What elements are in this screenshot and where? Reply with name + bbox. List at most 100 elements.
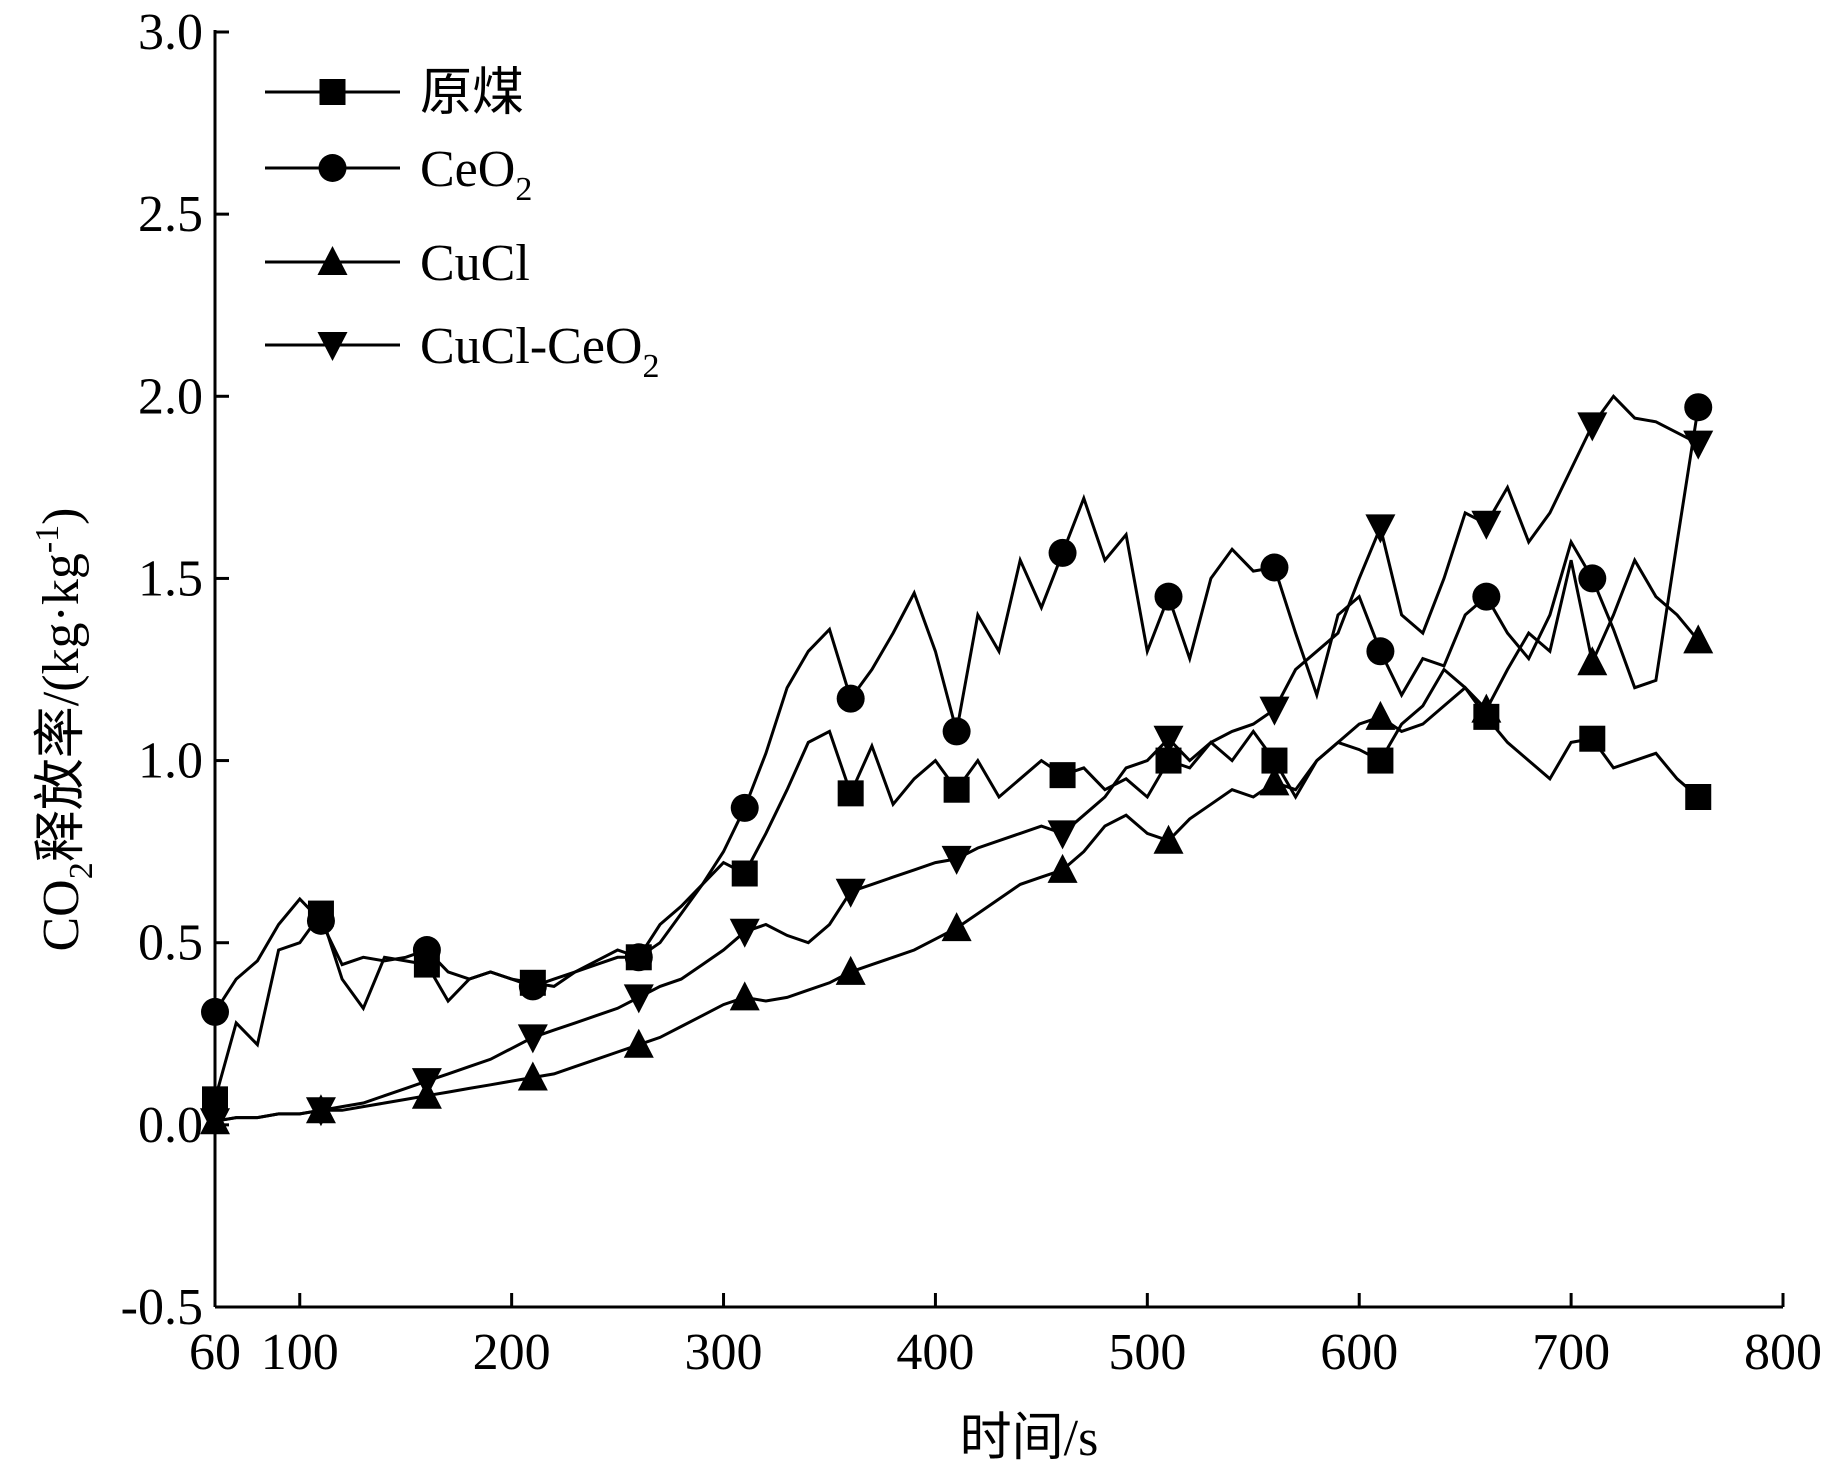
data-point-marker <box>837 780 864 807</box>
data-point-marker <box>1259 766 1290 796</box>
data-point-marker <box>517 1024 548 1054</box>
legend-marker <box>319 79 346 105</box>
x-tick-label: 500 <box>1108 1324 1186 1381</box>
y-tick-label: -0.5 <box>121 1279 203 1336</box>
y-tick-label: 1.5 <box>138 550 203 607</box>
y-axis-title-part-c: ) <box>33 508 90 525</box>
data-point-marker <box>306 906 335 935</box>
data-point-marker <box>305 1097 336 1127</box>
data-point-marker <box>731 860 758 887</box>
legend-label: 原煤 <box>420 65 524 122</box>
series-4 <box>200 393 1714 1138</box>
data-point-marker <box>835 878 866 908</box>
data-point-marker <box>1259 696 1290 726</box>
data-point-marker <box>201 997 229 1026</box>
y-tick-label: 0.0 <box>138 1097 203 1154</box>
data-point-marker <box>835 955 866 985</box>
legend-label-main: CuCl-CeO <box>420 318 642 375</box>
y-axis-title-subscript: 2 <box>63 862 100 879</box>
x-tick-label: 100 <box>261 1324 339 1381</box>
data-point-marker <box>943 776 970 803</box>
legend-entry: 原煤 <box>265 65 524 122</box>
data-point-marker <box>412 936 441 964</box>
data-point-marker <box>941 845 972 875</box>
data-point-marker <box>1153 824 1184 854</box>
y-tick-label: 2.0 <box>138 368 203 425</box>
series-group <box>200 393 1714 1138</box>
legend-entry: CeO2 <box>265 141 532 208</box>
legend-marker <box>318 154 347 182</box>
data-point-marker <box>200 1108 230 1138</box>
data-point-marker <box>1684 393 1713 422</box>
x-tick-label: 700 <box>1532 1324 1610 1381</box>
data-point-marker <box>1471 510 1502 540</box>
data-point-marker <box>941 912 972 942</box>
data-point-marker <box>623 1028 654 1058</box>
y-tick-label: 3.0 <box>138 4 203 61</box>
legend-marker <box>317 246 348 275</box>
series-2 <box>201 393 1713 1026</box>
legend-entry: CuCl-CeO2 <box>265 318 659 385</box>
legend-label-subscript: 2 <box>515 171 532 208</box>
data-point-marker <box>1048 538 1077 567</box>
data-point-marker <box>1047 820 1078 850</box>
data-point-marker <box>623 984 654 1014</box>
data-point-marker <box>1577 646 1608 676</box>
data-point-marker <box>1154 582 1183 611</box>
y-tick-label: 1.0 <box>138 733 203 790</box>
y-axis-title-part-a: CO <box>33 879 90 951</box>
data-point-marker <box>1365 514 1396 544</box>
data-point-marker <box>1578 564 1607 593</box>
data-point-marker <box>729 918 760 948</box>
series-line <box>214 556 1700 1123</box>
data-point-marker <box>836 684 865 713</box>
data-point-marker <box>1579 725 1606 752</box>
data-point-marker <box>1683 430 1714 460</box>
legend-label-main: CuCl <box>420 235 530 292</box>
data-point-marker <box>1153 725 1184 755</box>
y-axis-title-superscript: -1 <box>29 525 66 553</box>
x-tick-label: 60 <box>189 1324 241 1381</box>
y-axis-title-part-b: 释放率/(kg·kg <box>33 553 90 862</box>
data-point-marker <box>517 1061 548 1091</box>
x-tick-label: 400 <box>896 1324 974 1381</box>
legend-label-main: 原煤 <box>420 65 524 122</box>
y-tick-label: 2.5 <box>138 186 203 243</box>
data-point-marker <box>730 793 759 822</box>
y-axis-ticks: -0.5 0.0 0.5 1.0 1.5 2.0 2.5 3.0 <box>121 4 229 1336</box>
data-point-marker <box>624 943 653 972</box>
data-point-marker <box>1260 553 1289 582</box>
y-tick-label: 0.5 <box>138 915 203 972</box>
x-tick-label: 200 <box>473 1324 551 1381</box>
data-point-marker <box>1365 700 1396 730</box>
legend-label: CuCl-CeO2 <box>420 318 659 385</box>
data-point-marker <box>1366 637 1395 666</box>
legend-label: CuCl <box>420 235 530 292</box>
x-tick-label: 600 <box>1320 1324 1398 1381</box>
x-axis-ticks: 60 100 200 300 400 500 600 700 800 <box>189 1293 1822 1381</box>
y-axis-title: CO2释放率/(kg·kg-1) <box>29 508 100 952</box>
data-point-marker <box>1472 582 1501 611</box>
data-point-marker <box>1047 853 1078 883</box>
x-tick-label: 800 <box>1744 1324 1822 1381</box>
data-point-marker <box>1471 693 1502 723</box>
legend-label-main: CeO <box>420 141 515 198</box>
legend-entry: CuCl <box>265 235 530 292</box>
x-tick-label: 300 <box>685 1324 763 1381</box>
plot-area: -0.5 0.0 0.5 1.0 1.5 2.0 2.5 3.0 60 100 200 300 400… <box>121 4 1822 1381</box>
data-point-marker <box>411 1068 442 1098</box>
legend-label: CeO2 <box>420 141 532 208</box>
series-line <box>214 393 1699 1123</box>
data-point-marker <box>942 717 971 746</box>
data-point-marker <box>1367 747 1394 774</box>
data-point-marker <box>729 981 760 1011</box>
data-point-marker <box>1049 762 1076 789</box>
legend-marker <box>317 332 348 361</box>
data-point-marker <box>518 972 547 1001</box>
data-point-marker <box>1683 624 1714 654</box>
legend-label-subscript: 2 <box>642 348 659 385</box>
x-axis-title: 时间/s <box>960 1410 1099 1467</box>
data-point-marker <box>1685 784 1712 810</box>
data-point-marker <box>1577 412 1608 442</box>
